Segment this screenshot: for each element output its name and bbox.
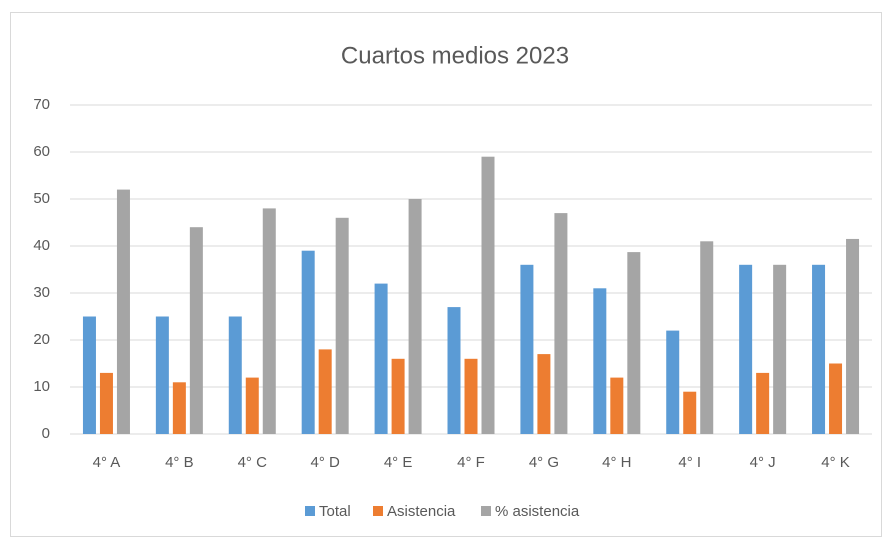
bar xyxy=(627,252,641,434)
bar xyxy=(99,372,113,434)
bar xyxy=(610,377,624,434)
x-tick-label: 4° G xyxy=(529,454,559,471)
y-tick-label: 70 xyxy=(33,96,50,113)
x-tick-label: 4° I xyxy=(678,454,701,471)
x-tick-label: 4° E xyxy=(384,454,413,471)
bar xyxy=(812,264,826,434)
bar xyxy=(846,238,860,434)
bar xyxy=(116,189,130,434)
x-tick-label: 4° B xyxy=(165,454,194,471)
x-tick-label: 4° A xyxy=(93,454,121,471)
bar xyxy=(262,208,276,434)
x-tick-label: 4° J xyxy=(750,454,776,471)
bar xyxy=(189,227,203,434)
y-tick-label: 20 xyxy=(33,331,50,348)
bar xyxy=(481,156,495,434)
y-tick-label: 0 xyxy=(42,425,50,442)
bar xyxy=(301,250,315,434)
bar xyxy=(228,316,242,434)
bar xyxy=(829,363,843,434)
legend-label: Asistencia xyxy=(387,503,456,520)
y-tick-label: 60 xyxy=(33,143,50,160)
x-tick-label: 4° F xyxy=(457,454,485,471)
legend-swatch xyxy=(373,506,383,516)
bar xyxy=(683,391,697,434)
bar xyxy=(245,377,259,434)
legend-label: % asistencia xyxy=(495,503,580,520)
bar xyxy=(335,217,349,434)
legend-swatch xyxy=(481,506,491,516)
bar xyxy=(155,316,169,434)
y-tick-label: 50 xyxy=(33,190,50,207)
x-tick-label: 4° K xyxy=(821,454,850,471)
bar xyxy=(82,316,96,434)
bar xyxy=(773,264,787,434)
bar xyxy=(464,358,478,434)
bar xyxy=(554,213,568,434)
bar xyxy=(739,264,753,434)
x-tick-label: 4° D xyxy=(311,454,341,471)
bar xyxy=(447,307,461,434)
chart-title: Cuartos medios 2023 xyxy=(341,42,569,69)
bar xyxy=(318,349,332,434)
bar xyxy=(172,382,186,434)
x-tick-label: 4° H xyxy=(602,454,631,471)
chart-frame xyxy=(10,12,882,537)
bar xyxy=(374,283,388,434)
y-tick-label: 30 xyxy=(33,284,50,301)
bar xyxy=(593,288,607,434)
bar xyxy=(391,358,405,434)
bar xyxy=(666,330,680,434)
legend-label: Total xyxy=(319,503,351,520)
bar xyxy=(408,199,422,434)
legend-swatch xyxy=(305,506,315,516)
bar xyxy=(520,264,534,434)
bar xyxy=(700,241,714,434)
x-tick-label: 4° C xyxy=(238,454,268,471)
bar xyxy=(537,354,551,434)
bar xyxy=(756,372,770,434)
y-tick-label: 10 xyxy=(33,378,50,395)
y-tick-label: 40 xyxy=(33,237,50,254)
